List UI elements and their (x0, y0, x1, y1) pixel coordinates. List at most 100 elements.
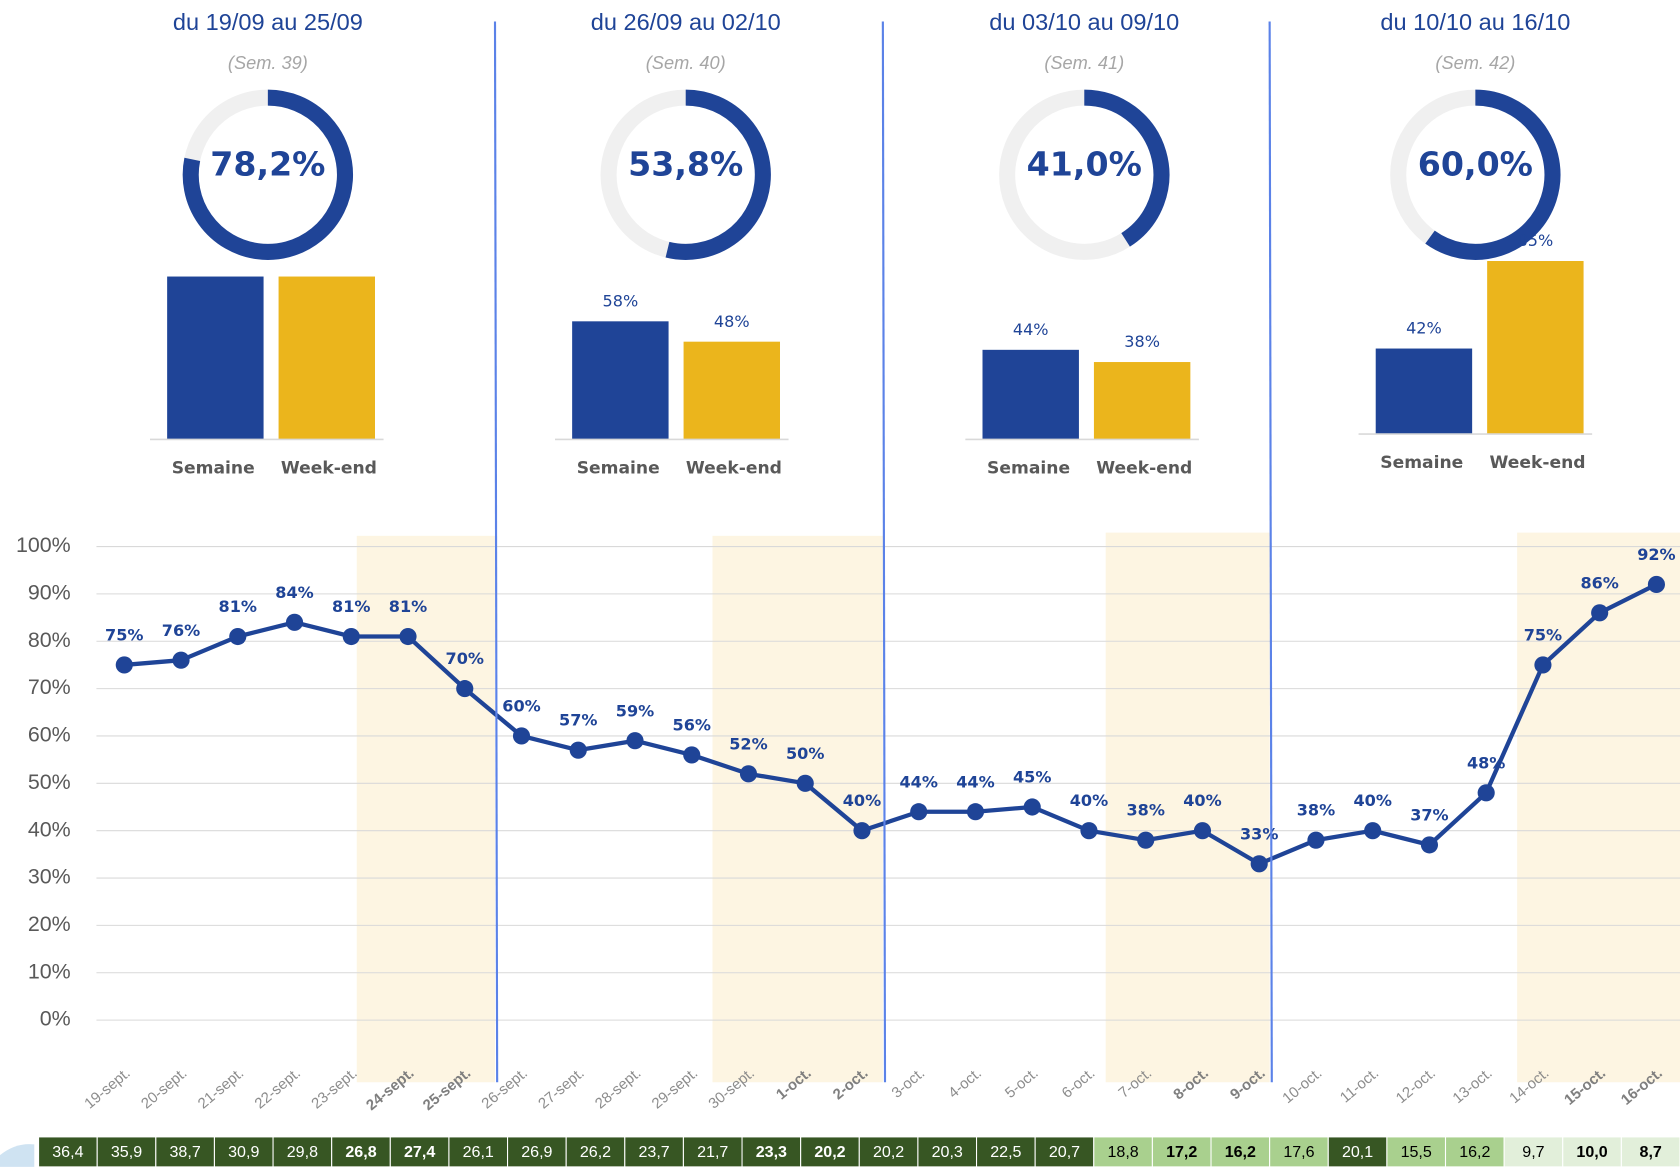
table-cell-text: 23,7 (638, 1143, 669, 1161)
bar-category: Week-end (1489, 453, 1585, 473)
point (1137, 831, 1155, 849)
x-tick-label: 4-oct. (945, 1065, 985, 1102)
point (1080, 822, 1098, 840)
point-label: 40% (1070, 791, 1108, 810)
table-cell-text: 17,6 (1283, 1143, 1314, 1161)
x-tick-label: 6-oct. (1059, 1065, 1099, 1102)
point-label: 81% (389, 597, 427, 616)
x-tick-label: 13-oct. (1450, 1065, 1496, 1108)
corner-decoration (0, 1144, 35, 1167)
y-tick-label: 10% (28, 959, 71, 983)
table-cell-text: 26,1 (463, 1143, 494, 1161)
bar (982, 349, 1079, 440)
point (229, 627, 247, 646)
point-label: 75% (1524, 625, 1562, 644)
table-cell-text: 27,4 (404, 1143, 435, 1161)
table-cell (331, 1136, 391, 1167)
table-cell-text: 21,7 (697, 1143, 728, 1161)
table-cell-text: 26,8 (345, 1143, 376, 1161)
x-tick-label: 5-oct. (1002, 1065, 1042, 1102)
table-cell (448, 1136, 509, 1167)
point-label: 92% (1637, 545, 1675, 564)
point-label: 37% (1410, 805, 1448, 824)
x-tick-label: 20-sept. (138, 1065, 190, 1113)
point (1534, 656, 1552, 674)
point (1647, 575, 1665, 593)
table-cell-text: 10,0 (1576, 1143, 1607, 1161)
table-cell (565, 1136, 626, 1167)
y-tick-label: 20% (28, 912, 71, 936)
point (115, 656, 133, 674)
point-label: 44% (956, 772, 994, 791)
point-label: 38% (1297, 801, 1335, 820)
bar (1093, 362, 1191, 440)
table-cell (1093, 1136, 1153, 1167)
table-cell (155, 1136, 215, 1167)
bar-value-label: 44% (1013, 320, 1049, 339)
point-label: 45% (1013, 768, 1051, 787)
table-cell-text: 18,8 (1107, 1143, 1138, 1161)
week-title: du 10/10 au 16/10 (1380, 9, 1570, 35)
point (512, 727, 531, 745)
y-tick-label: 100% (16, 533, 71, 557)
bar-value-label: 42% (1406, 319, 1442, 338)
point (1364, 822, 1382, 840)
table-cell-text: 20,1 (1342, 1143, 1373, 1161)
table-cell-text: 26,9 (521, 1143, 552, 1161)
weekend-bands (356, 532, 1680, 1083)
point (172, 651, 190, 669)
point-label: 38% (1126, 801, 1164, 820)
point (342, 627, 360, 646)
weekend-band (1517, 532, 1680, 1083)
week-title: du 19/09 au 25/09 (173, 9, 363, 35)
x-tick-label: 11-oct. (1337, 1065, 1382, 1107)
table-cell (1210, 1136, 1271, 1167)
table-cell-text: 20,2 (814, 1143, 845, 1161)
point (683, 746, 701, 764)
table-cell-text: 36,4 (52, 1143, 83, 1161)
point-label: 81% (332, 597, 370, 616)
point-label: 40% (1183, 791, 1221, 810)
donut-value: 53,8% (628, 145, 743, 184)
x-tick-label: 3-oct. (888, 1065, 928, 1102)
donut-arc (1425, 89, 1561, 260)
table-cell-text: 16,2 (1459, 1143, 1490, 1161)
point-label: 40% (1353, 791, 1391, 810)
table-cell-text: 30,9 (228, 1143, 259, 1161)
week-subtitle: (Sem. 39) (228, 53, 308, 73)
point (569, 741, 587, 759)
table-cell (507, 1136, 567, 1167)
x-tick-label: 27-sept. (535, 1065, 587, 1113)
point (285, 613, 304, 631)
point-label: 86% (1580, 573, 1618, 592)
table-cell (1620, 1136, 1680, 1167)
point (1591, 604, 1609, 622)
line (124, 582, 1658, 866)
bar (1487, 261, 1584, 435)
point-label: 84% (275, 583, 313, 602)
table-cell-text: 35,9 (111, 1143, 142, 1161)
weekend-band (356, 535, 495, 1083)
x-tick-label: 19-sept. (81, 1065, 133, 1113)
table-cell-text: 29,8 (287, 1143, 318, 1161)
point (910, 803, 928, 821)
point (1023, 798, 1041, 816)
weekend-band (712, 535, 883, 1083)
donut-value: 41,0% (1027, 145, 1142, 184)
point-label: 48% (1467, 753, 1505, 772)
bar-category: Semaine (172, 458, 255, 478)
table-cell-text: 26,2 (580, 1143, 611, 1161)
x-tick-label: 23-sept. (308, 1065, 360, 1113)
y-tick-label: 30% (28, 865, 71, 889)
week-subtitle: (Sem. 41) (1044, 53, 1124, 73)
point (1250, 855, 1268, 873)
point-label: 59% (616, 701, 654, 720)
x-tick-label: 10-oct. (1279, 1065, 1325, 1108)
bar (1375, 348, 1473, 435)
table-cell (96, 1136, 157, 1167)
x-tick-label: 29-sept. (649, 1065, 701, 1113)
point (456, 680, 474, 698)
bar (572, 321, 669, 440)
y-tick-label: 50% (28, 770, 71, 794)
bar-value-label: 58% (603, 292, 639, 311)
